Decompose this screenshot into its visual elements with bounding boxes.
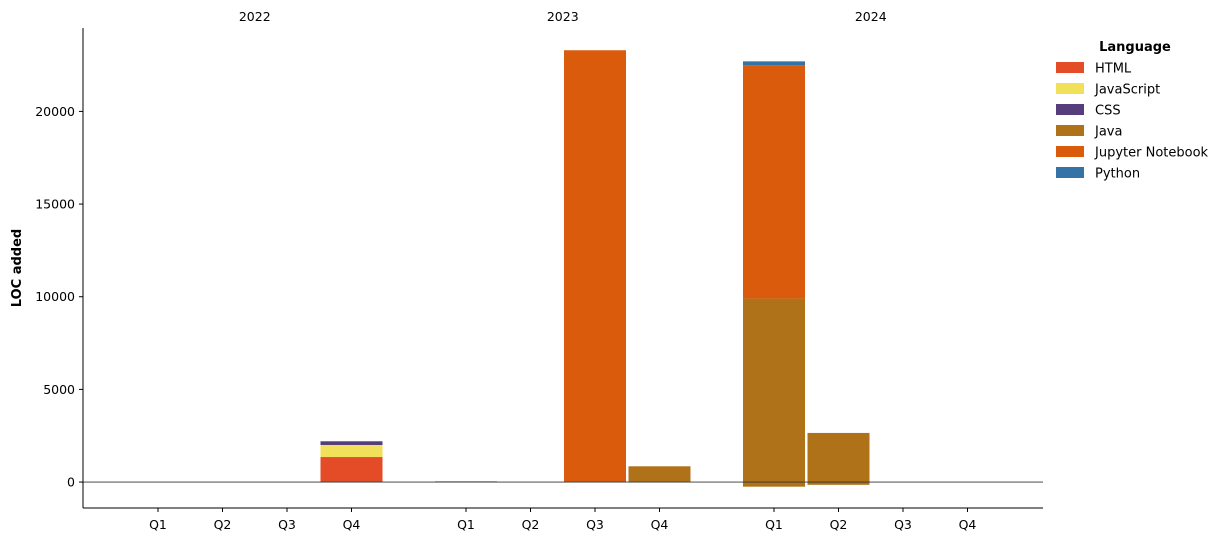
x-tick-label: Q1: [457, 517, 475, 532]
x-tick-label: Q1: [765, 517, 783, 532]
bar-segment: [628, 466, 691, 483]
legend-label: CSS: [1095, 104, 1121, 119]
legend-swatch: [1056, 83, 1084, 94]
legend-label: HTML: [1095, 62, 1132, 77]
legend-label: Java: [1094, 125, 1122, 140]
legend-swatch: [1056, 146, 1084, 157]
bar-segment: [743, 61, 805, 66]
y-tick-label: 0: [67, 475, 75, 490]
y-tick-label: 10000: [35, 289, 75, 304]
x-tick-label: Q4: [343, 517, 361, 532]
bars: [320, 50, 870, 487]
x-tick-label: Q1: [149, 517, 167, 532]
x-tick-label: Q3: [894, 517, 912, 532]
legend-label: Python: [1095, 167, 1140, 182]
x-tick-label: Q2: [522, 517, 540, 532]
x-tick-label: Q3: [586, 517, 604, 532]
legend-swatch: [1056, 125, 1084, 136]
bar-segment: [564, 50, 626, 483]
y-ticks: 0 5000 10000 15000 20000: [35, 104, 83, 490]
legend: Language HTML JavaScript CSS Java Jupyter No…: [1056, 40, 1209, 182]
legend-label: Jupyter Notebook: [1094, 146, 1209, 161]
y-axis-label: LOC added: [10, 229, 25, 307]
x-tick-label: Q2: [830, 517, 848, 532]
year-labels: 2022 2023 2024: [239, 9, 887, 24]
y-tick-label: 15000: [35, 197, 75, 212]
bar-segment: [320, 441, 383, 445]
year-label: 2022: [239, 9, 271, 24]
year-label: 2023: [547, 9, 579, 24]
x-ticks: Q1 Q2 Q3 Q4 Q1 Q2 Q3 Q4 Q1 Q2 Q3 Q4: [149, 508, 976, 532]
legend-swatch: [1056, 167, 1084, 178]
x-tick-label: Q4: [651, 517, 669, 532]
bar-segment-negative: [807, 482, 870, 485]
legend-title: Language: [1099, 40, 1171, 55]
bar-segment: [807, 432, 870, 483]
bar-segment: [320, 457, 383, 483]
bar-segment: [743, 298, 805, 483]
y-tick-label: 20000: [35, 104, 75, 119]
bar-segment-negative: [743, 482, 805, 487]
bar-segment: [743, 65, 805, 299]
legend-items: HTML JavaScript CSS Java Jupyter Notebook Pyt…: [1056, 62, 1209, 182]
y-tick-label: 5000: [43, 382, 75, 397]
x-tick-label: Q4: [959, 517, 977, 532]
year-label: 2024: [855, 9, 887, 24]
x-tick-label: Q2: [214, 517, 232, 532]
legend-label: JavaScript: [1094, 83, 1160, 98]
legend-swatch: [1056, 104, 1084, 115]
legend-swatch: [1056, 62, 1084, 73]
x-tick-label: Q3: [278, 517, 296, 532]
bar-segment: [320, 444, 383, 458]
